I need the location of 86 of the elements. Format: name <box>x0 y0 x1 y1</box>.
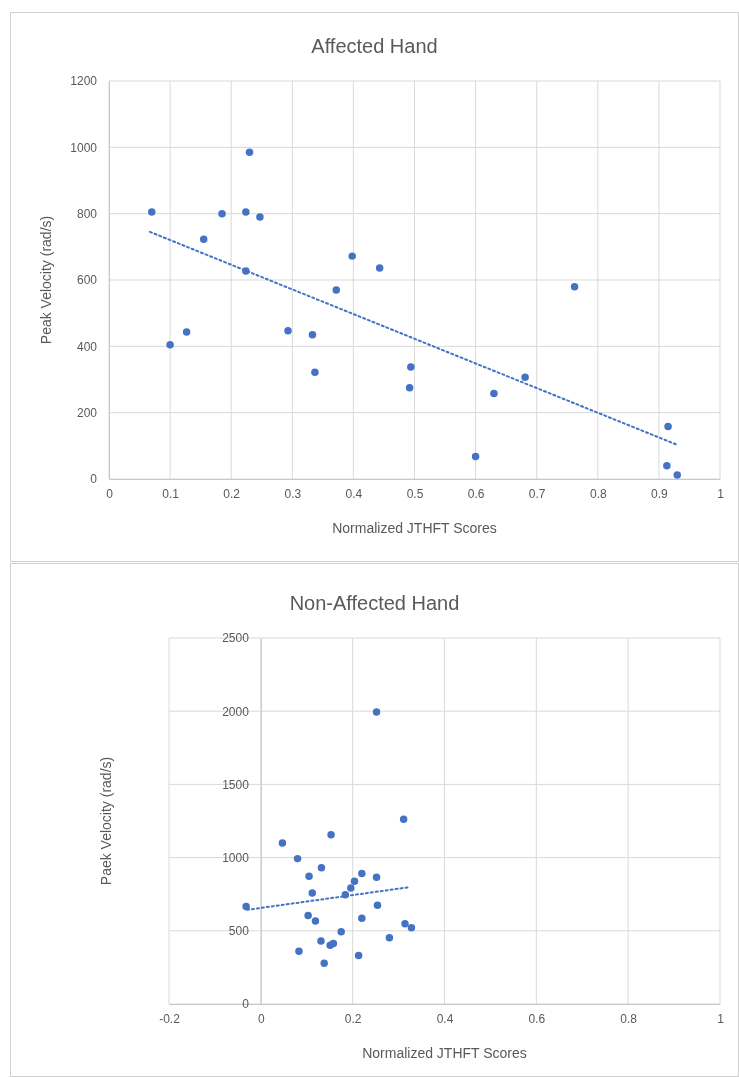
point <box>663 462 671 470</box>
x-tick-label: 0.2 <box>223 486 241 501</box>
chart-title: Affected Hand <box>311 35 438 57</box>
point <box>199 235 208 243</box>
point <box>399 815 408 823</box>
x-tick-label: 0.8 <box>620 1011 638 1026</box>
x-tick-label: 0.2 <box>344 1011 362 1026</box>
point <box>358 869 366 878</box>
x-tick-label: 0.5 <box>406 486 424 501</box>
x-tick-label: 0.9 <box>651 486 669 501</box>
y-tick-label: 800 <box>76 207 98 222</box>
point <box>317 937 325 945</box>
y-axis-title: Peak Velocity (rad/s) <box>38 215 54 345</box>
point <box>405 384 414 392</box>
point <box>320 959 328 968</box>
point <box>148 208 156 216</box>
x-tick-label: 1 <box>717 486 725 501</box>
point <box>407 923 416 932</box>
point <box>401 920 409 928</box>
y-tick-label: 1500 <box>222 777 250 792</box>
point <box>673 471 681 479</box>
point <box>347 884 355 892</box>
point <box>245 148 254 157</box>
point <box>218 209 226 218</box>
x-tick-label: 0.1 <box>162 486 180 501</box>
point <box>521 373 529 381</box>
y-tick-label: 1200 <box>70 74 98 89</box>
point <box>373 901 382 909</box>
point <box>293 854 302 863</box>
y-tick-label: 600 <box>76 273 98 288</box>
point <box>350 877 359 885</box>
chart-title: Non-Affected Hand <box>289 592 460 614</box>
y-tick-label: 1000 <box>222 850 250 865</box>
point <box>570 282 579 291</box>
y-tick-label: 1000 <box>70 140 98 155</box>
point <box>305 872 313 880</box>
x-tick-label: 0.4 <box>345 486 363 501</box>
point <box>311 368 319 376</box>
y-axis-title: Paek Velocity (rad/s) <box>98 756 114 886</box>
y-tick-label: 2500 <box>222 631 250 646</box>
y-tick-label: 2000 <box>222 704 250 719</box>
x-tick-label: 0.6 <box>467 486 485 501</box>
point <box>284 327 292 335</box>
y-tick-label: 200 <box>76 406 98 421</box>
y-tick-label: 500 <box>228 924 250 939</box>
point <box>295 947 303 955</box>
point <box>317 864 326 872</box>
point <box>242 902 250 911</box>
x-tick-label: 0.6 <box>528 1011 546 1026</box>
y-tick-label: 400 <box>76 339 98 354</box>
point <box>385 934 394 942</box>
x-tick-label: 0.4 <box>436 1011 454 1026</box>
x-axis-title: Normalized JTHFT Scores <box>332 520 497 536</box>
x-tick-label: 0.8 <box>589 486 607 501</box>
point <box>372 873 381 882</box>
x-tick-label: 0.3 <box>284 486 302 501</box>
point <box>471 452 480 461</box>
x-axis-title: Normalized JTHFT Scores <box>362 1045 527 1061</box>
y-tick-label: 0 <box>90 472 98 487</box>
point <box>348 252 356 260</box>
point <box>256 213 264 221</box>
point <box>304 911 312 920</box>
point <box>308 889 316 897</box>
point <box>375 264 384 272</box>
point <box>308 330 317 339</box>
x-tick-label: 0 <box>257 1011 265 1026</box>
point <box>664 422 672 431</box>
x-tick-label: 0 <box>106 486 114 501</box>
point <box>358 914 366 923</box>
point <box>337 927 345 936</box>
point <box>354 951 363 960</box>
point <box>166 340 174 349</box>
point <box>407 363 415 371</box>
point <box>327 831 335 839</box>
point <box>182 328 191 336</box>
x-tick-label: 0.7 <box>528 486 546 501</box>
point <box>329 939 338 948</box>
y-tick-label: 0 <box>242 997 250 1012</box>
point <box>372 708 381 716</box>
point <box>311 917 320 925</box>
point <box>332 286 341 294</box>
point <box>242 208 250 216</box>
point <box>278 839 287 847</box>
x-tick-label: -0.2 <box>159 1011 181 1026</box>
x-tick-label: 1 <box>717 1011 725 1026</box>
point <box>490 389 498 398</box>
